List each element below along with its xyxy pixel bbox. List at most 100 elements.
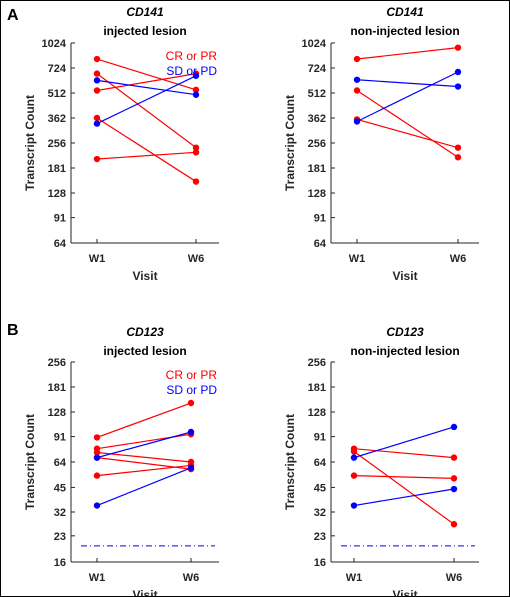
data-point-w1	[93, 472, 101, 479]
x-tick-label: W1	[349, 253, 366, 265]
data-point-w1	[353, 55, 361, 63]
y-tick-label: 91	[54, 213, 66, 225]
y-tick-label: 91	[314, 432, 326, 444]
series-responder	[353, 44, 462, 63]
y-tick-label: 256	[48, 357, 66, 369]
data-point-w1	[350, 448, 358, 455]
series-line	[96, 451, 192, 463]
chart-title: injected lesion	[103, 344, 186, 358]
y-tick-label: 724	[48, 63, 67, 75]
y-tick-label: 32	[54, 507, 66, 519]
series-non-responder	[93, 72, 200, 127]
series-line	[353, 448, 455, 459]
y-tick-label: 181	[308, 163, 326, 175]
x-tick-label: W6	[183, 572, 200, 584]
data-point-w1	[93, 155, 101, 163]
x-tick-label: W6	[188, 253, 205, 265]
series-line	[353, 451, 455, 525]
series-line	[96, 117, 197, 183]
chart-title-gene: CD123	[386, 325, 424, 339]
series-line	[353, 426, 455, 459]
series-line	[96, 73, 197, 92]
x-axis-label: Visit	[392, 269, 417, 283]
chart-panel-b-non-injected: CD123 non-injected lesion 16 23 32 45 64 91 128 1…	[283, 325, 479, 596]
y-tick-label: 64	[54, 238, 67, 250]
y-tick-label: 45	[54, 482, 66, 494]
panel-letter-b: B	[7, 322, 19, 339]
y-tick-label: 512	[48, 88, 66, 100]
series-non-responder	[353, 76, 462, 90]
chart-panel-b-injected: CD123 injected lesion 16 23 32 45 64 91 128 181 25…	[23, 325, 219, 596]
data-point-w6	[450, 423, 458, 431]
data-point-w6	[192, 178, 200, 185]
chart-title: injected lesion	[103, 24, 186, 38]
data-point-w1	[93, 77, 101, 84]
series-line	[356, 118, 459, 149]
y-tick-label: 128	[48, 188, 66, 200]
series-non-responder	[353, 68, 462, 125]
x-axis-label: Visit	[392, 588, 417, 596]
data-point-w1	[353, 87, 361, 94]
series-line	[356, 47, 459, 60]
series-line	[356, 71, 459, 123]
y-tick-label: 64	[314, 238, 327, 250]
series-non-responder	[93, 428, 195, 461]
y-tick-label: 128	[48, 407, 66, 419]
y-axis-label: Transcript Count	[283, 414, 297, 510]
chart-title: non-injected lesion	[350, 344, 459, 358]
x-axis-label: Visit	[132, 269, 157, 283]
y-tick-label: 724	[308, 63, 327, 75]
series-responder	[93, 399, 195, 441]
y-axis-label: Transcript Count	[23, 414, 37, 510]
x-tick-label: W1	[89, 253, 106, 265]
chart-title-gene: CD141	[126, 5, 164, 19]
y-tick-label: 64	[314, 457, 327, 469]
y-tick-label: 16	[314, 557, 326, 569]
y-tick-label: 23	[314, 531, 326, 543]
series-line	[96, 73, 197, 149]
series-responder	[93, 70, 200, 151]
series-non-responder	[350, 423, 458, 461]
series-line	[96, 402, 192, 438]
data-point-w1	[353, 76, 361, 83]
y-tick-label: 512	[308, 88, 326, 100]
data-point-w6	[454, 144, 462, 151]
y-tick-label: 64	[54, 457, 67, 469]
data-point-w6	[187, 464, 195, 472]
data-point-w1	[350, 472, 358, 479]
data-point-w1	[93, 87, 101, 94]
y-tick-label: 23	[54, 531, 66, 543]
series-responder	[93, 431, 195, 452]
data-point-w6	[450, 454, 458, 461]
data-point-w6	[454, 83, 462, 90]
data-point-w6	[192, 144, 200, 151]
data-point-w1	[93, 502, 101, 509]
y-tick-label: 181	[48, 382, 66, 394]
chart-panel-a-non-injected: CD141 non-injected lesion 64 91 128 181 256 362…	[283, 5, 479, 283]
series-responder	[93, 462, 195, 479]
y-tick-label: 362	[48, 113, 66, 125]
y-tick-label: 45	[314, 482, 326, 494]
y-tick-label: 1024	[302, 38, 327, 50]
x-tick-label: W6	[450, 253, 467, 265]
series-line	[96, 79, 197, 96]
series-non-responder	[93, 464, 195, 509]
y-tick-label: 16	[54, 557, 66, 569]
series-responder	[93, 149, 200, 163]
chart-title: non-injected lesion	[350, 24, 459, 38]
data-point-w6	[450, 521, 458, 528]
series-line	[96, 151, 197, 160]
chart-panel-a-injected: CD141 injected lesion 64 91 128 181 256 362 512 7…	[23, 5, 219, 283]
series-line	[356, 79, 459, 88]
y-tick-label: 256	[48, 138, 66, 150]
y-axis-label: Transcript Count	[283, 95, 297, 191]
data-point-w1	[93, 434, 101, 441]
data-point-w1	[93, 120, 101, 127]
series-responder	[93, 55, 200, 94]
y-axis-label: Transcript Count	[23, 95, 37, 191]
series-responder	[93, 114, 200, 185]
legend-entry: CR or PR	[166, 368, 218, 382]
x-tick-label: W1	[346, 572, 363, 584]
y-tick-label: 1024	[42, 38, 67, 50]
